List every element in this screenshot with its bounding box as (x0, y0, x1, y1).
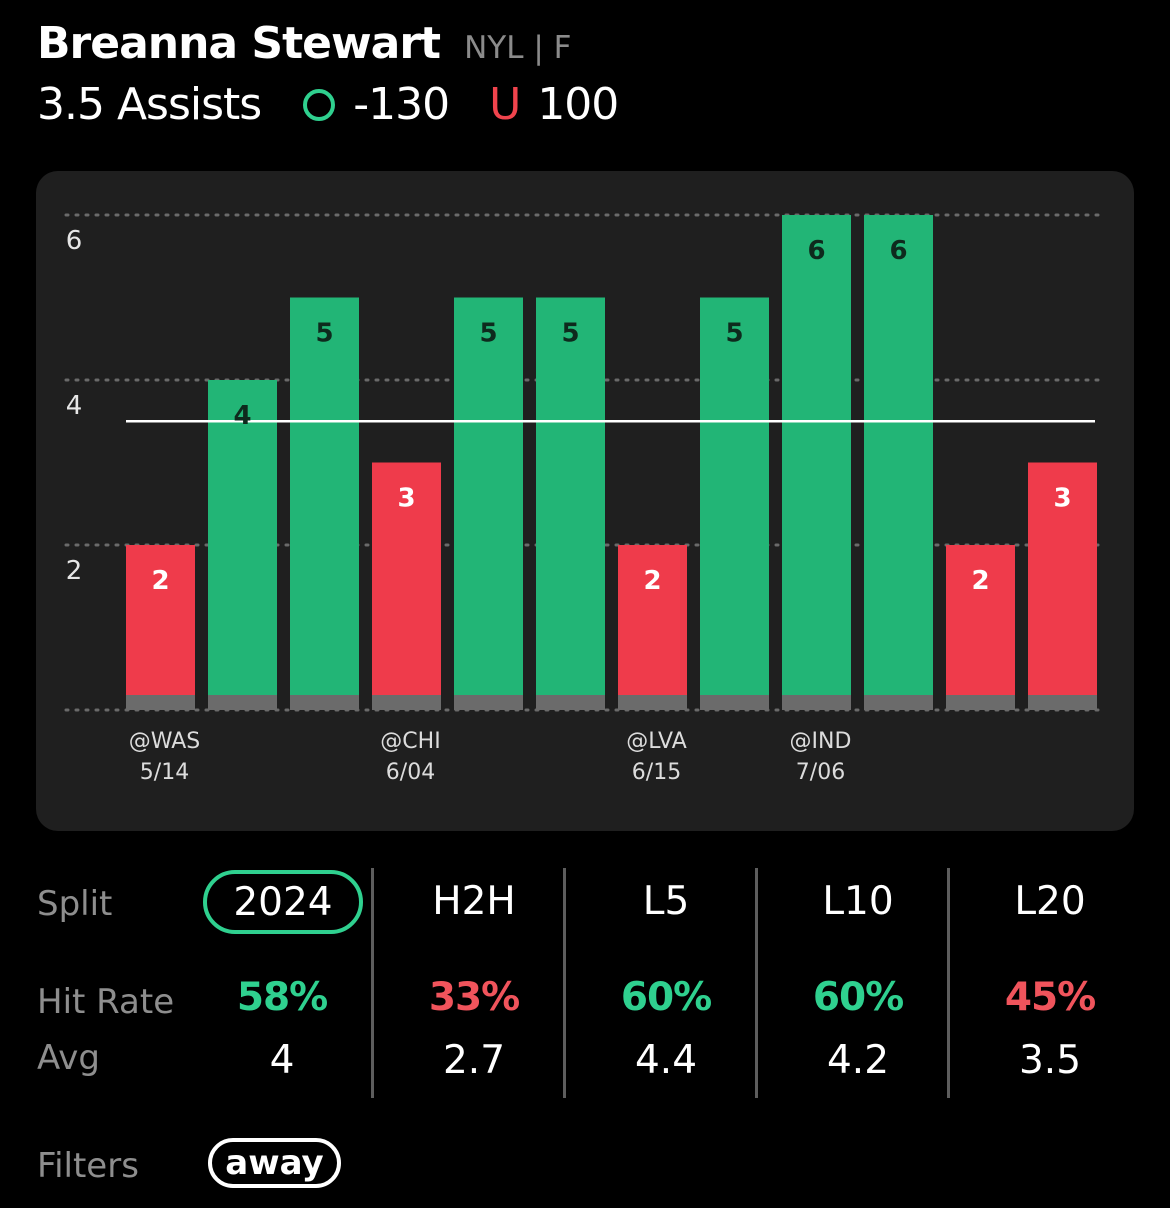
bar-base (208, 695, 277, 710)
avg-value: 2.7 (442, 1038, 506, 1083)
bar-over (208, 380, 277, 710)
split-column: H2H 33% 2.7 (379, 860, 569, 1100)
split-tab-2024[interactable]: 2024 (203, 870, 363, 934)
prop-header: Breanna Stewart NYL | F 3.5 Assists -130… (37, 18, 1137, 130)
x-axis-label: 6/04 (386, 760, 435, 785)
under-icon: U (489, 79, 522, 130)
x-axis-label: 5/14 (140, 760, 189, 785)
bar-over (782, 215, 851, 710)
y-tick-label: 6 (66, 226, 83, 256)
bar-over (454, 297, 523, 710)
bar-value-label: 3 (397, 484, 415, 514)
split-column: L5 60% 4.4 (571, 860, 761, 1100)
bar-under (618, 545, 687, 710)
bar-under (946, 545, 1015, 710)
prop-line-row: 3.5 Assists -130 U 100 (37, 79, 1137, 130)
player-name: Breanna Stewart (37, 18, 441, 69)
bar-value-label: 5 (561, 319, 579, 349)
bar-over (700, 297, 769, 710)
hit-rate-row-label: Hit Rate (37, 982, 175, 1022)
bar-base (700, 695, 769, 710)
team-position: NYL | F (464, 30, 572, 66)
bar-under (1028, 462, 1097, 710)
column-divider (947, 868, 950, 1098)
x-axis-label: 6/15 (632, 760, 681, 785)
avg-value: 4.2 (826, 1038, 890, 1083)
bar-over (864, 215, 933, 710)
split-column: 2024 58% 4 (187, 860, 377, 1100)
bar-base (372, 695, 441, 710)
split-column: L10 60% 4.2 (763, 860, 953, 1100)
column-divider (563, 868, 566, 1098)
bar-under (372, 462, 441, 710)
bar-base (290, 695, 359, 710)
avg-row-label: Avg (37, 1038, 100, 1078)
column-divider (755, 868, 758, 1098)
split-column: L20 45% 3.5 (955, 860, 1145, 1100)
avg-value: 4.4 (634, 1038, 698, 1083)
x-axis-label: @LVA (626, 729, 687, 754)
column-divider (371, 868, 374, 1098)
split-row-label: Split (37, 884, 113, 924)
bar-value-label: 2 (643, 566, 661, 596)
bar-value-label: 4 (233, 401, 251, 431)
splits-table: Split Hit Rate Avg 2024 58% 4 H2H 33% 2.7 L5 60… (0, 860, 1170, 1110)
chart-card: 6 4 2 2 4 5 3 5 5 2 5 6 6 2 3 @WAS 5/14 @CHI 6/04 @LVA 6/15 @… (36, 171, 1134, 831)
y-tick-label: 2 (66, 556, 83, 586)
y-tick-label: 4 (66, 391, 83, 421)
x-axis-label: @CHI (380, 729, 440, 754)
bar-value-label: 6 (889, 236, 907, 266)
bar-value-label: 5 (725, 319, 743, 349)
bar-value-label: 5 (479, 319, 497, 349)
bar-base (782, 695, 851, 710)
player-row: Breanna Stewart NYL | F (37, 18, 1137, 69)
bar-value-label: 6 (807, 236, 825, 266)
split-tab-l20[interactable]: L20 (1014, 878, 1086, 924)
avg-value: 4 (269, 1038, 295, 1083)
x-axis-label: 7/06 (796, 760, 845, 785)
bar-base (864, 695, 933, 710)
x-axis-label: @IND (790, 729, 852, 754)
split-tab-h2h[interactable]: H2H (432, 878, 516, 924)
bar-value-label: 3 (1053, 484, 1071, 514)
split-tab-l5[interactable]: L5 (642, 878, 690, 924)
bar-under (126, 545, 195, 710)
bar-base (126, 695, 195, 710)
under-odds: 100 (537, 79, 619, 130)
bar-over (290, 297, 359, 710)
bar-value-label: 5 (315, 319, 333, 349)
bar-base (454, 695, 523, 710)
avg-value: 3.5 (1018, 1038, 1082, 1083)
hit-rate-value: 60% (812, 975, 904, 1020)
game-log-chart: 6 4 2 2 4 5 3 5 5 2 5 6 6 2 3 @WAS 5/14 @CHI 6/04 @LVA 6/15 @… (64, 213, 1104, 785)
filters-label: Filters (37, 1146, 139, 1186)
bar-base (618, 695, 687, 710)
bar-value-label: 2 (971, 566, 989, 596)
hit-rate-value: 58% (236, 975, 328, 1020)
bar-base (1028, 695, 1097, 710)
hit-rate-value: 33% (428, 975, 520, 1020)
prop-line: 3.5 Assists (37, 79, 262, 130)
bar-base (946, 695, 1015, 710)
hit-rate-value: 45% (1004, 975, 1096, 1020)
over-odds: -130 (353, 79, 450, 130)
split-tab-l10[interactable]: L10 (822, 878, 894, 924)
bar-base (536, 695, 605, 710)
bar-value-label: 2 (151, 566, 169, 596)
bar-over (536, 297, 605, 710)
hit-rate-value: 60% (620, 975, 712, 1020)
over-circle-icon (303, 88, 336, 121)
x-axis-label: @WAS (129, 729, 201, 754)
filter-chip-away[interactable]: away (208, 1138, 341, 1188)
